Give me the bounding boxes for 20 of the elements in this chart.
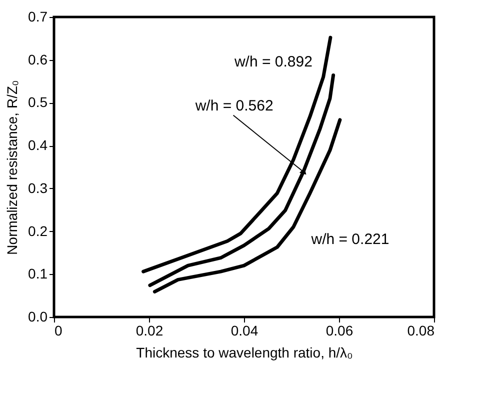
text: w/h = 0.562 [194, 97, 274, 114]
y-tick-label: 0.6 [28, 51, 48, 68]
x-axis-title: Thickness to wavelength ratio, h/λ₀ [136, 344, 354, 360]
y-tick-label: 0.4 [28, 137, 48, 154]
line-series [142, 36, 332, 274]
y-tick-label: 0.3 [28, 180, 48, 196]
y-tick-label: 0.5 [28, 94, 48, 110]
x-tick-label: 0.06 [326, 322, 354, 338]
y-tick-label: 0.0 [28, 308, 48, 324]
y-tick-label: 0.2 [28, 222, 48, 239]
x-tick-label: 0.08 [407, 322, 435, 338]
y-axis-title: Normalized resistance, R/Z₀ [4, 80, 20, 255]
y-tick-label: 0.7 [28, 8, 48, 24]
x-tick-label: 0.04 [230, 322, 258, 338]
x-tick-label: 0 [54, 322, 62, 338]
x-tick-label: 0.02 [136, 322, 164, 338]
line-series [148, 74, 336, 288]
series-label: w/h = 0.892 [233, 54, 312, 71]
y-tick-label: 0.1 [28, 266, 48, 282]
series-label: w/h = 0.221 [310, 231, 390, 248]
